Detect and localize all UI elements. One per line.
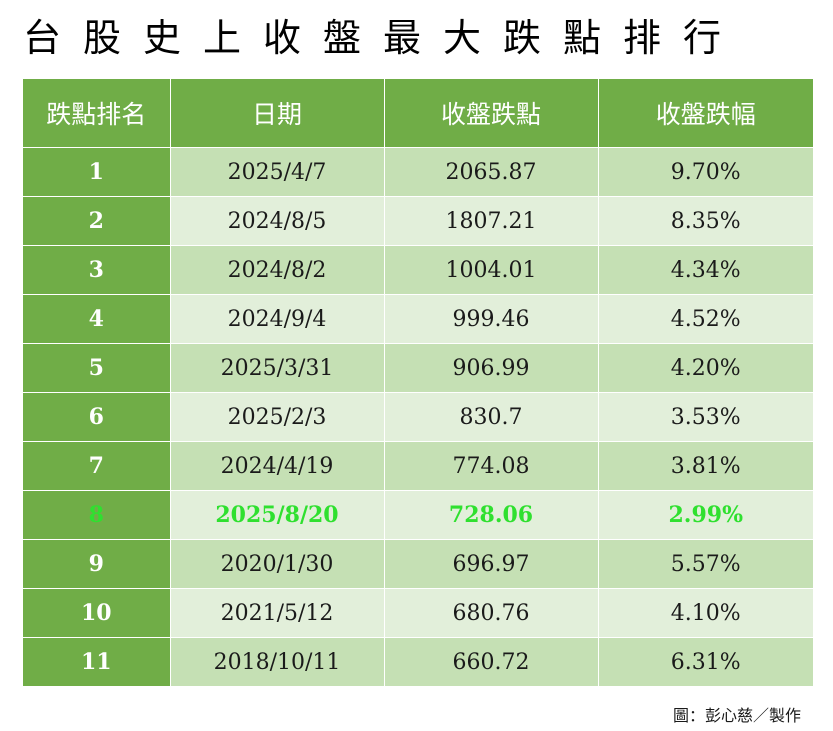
table-row: 2 2024/8/5 1807.21 8.35% bbox=[23, 196, 813, 246]
points-cell: 1807.21 bbox=[384, 196, 599, 246]
date-cell: 2024/8/5 bbox=[170, 196, 385, 246]
date-cell: 2021/5/12 bbox=[170, 588, 385, 638]
percent-cell: 2.99% bbox=[598, 490, 813, 540]
percent-cell: 4.20% bbox=[598, 343, 813, 393]
date-cell: 2025/4/7 bbox=[170, 147, 385, 197]
date-cell: 2018/10/11 bbox=[170, 637, 385, 687]
table-row: 1 2025/4/7 2065.87 9.70% bbox=[23, 147, 813, 197]
table-row: 4 2024/9/4 999.46 4.52% bbox=[23, 294, 813, 344]
rank-cell: 5 bbox=[23, 343, 171, 393]
date-cell: 2025/2/3 bbox=[170, 392, 385, 442]
column-header-date: 日期 bbox=[170, 79, 385, 148]
points-cell: 680.76 bbox=[384, 588, 599, 638]
rank-cell: 7 bbox=[23, 441, 171, 491]
table-row: 7 2024/4/19 774.08 3.81% bbox=[23, 441, 813, 491]
column-header-rank: 跌點排名 bbox=[23, 79, 171, 148]
date-cell: 2024/9/4 bbox=[170, 294, 385, 344]
rank-cell: 11 bbox=[23, 637, 171, 687]
date-cell: 2024/8/2 bbox=[170, 245, 385, 295]
rank-cell: 6 bbox=[23, 392, 171, 442]
table-row: 6 2025/2/3 830.7 3.53% bbox=[23, 392, 813, 442]
percent-cell: 3.53% bbox=[598, 392, 813, 442]
points-cell: 1004.01 bbox=[384, 245, 599, 295]
table-row: 8 2025/8/20 728.06 2.99% bbox=[23, 490, 813, 540]
percent-cell: 8.35% bbox=[598, 196, 813, 246]
points-cell: 906.99 bbox=[384, 343, 599, 393]
percent-cell: 4.10% bbox=[598, 588, 813, 638]
rank-cell: 2 bbox=[23, 196, 171, 246]
date-cell: 2024/4/19 bbox=[170, 441, 385, 491]
table-header-row: 跌點排名 日期 收盤跌點 收盤跌幅 bbox=[23, 79, 813, 148]
rank-cell: 8 bbox=[23, 490, 171, 540]
percent-cell: 3.81% bbox=[598, 441, 813, 491]
points-cell: 830.7 bbox=[384, 392, 599, 442]
image-credit: 圖：彭心慈／製作 bbox=[672, 706, 801, 725]
points-cell: 2065.87 bbox=[384, 147, 599, 197]
table-body: 1 2025/4/7 2065.87 9.70% 2 2024/8/5 1807.21 8.3… bbox=[23, 147, 813, 687]
points-cell: 728.06 bbox=[384, 490, 599, 540]
table-row: 9 2020/1/30 696.97 5.57% bbox=[23, 539, 813, 589]
points-cell: 696.97 bbox=[384, 539, 599, 589]
rank-cell: 3 bbox=[23, 245, 171, 295]
ranking-table: 跌點排名 日期 收盤跌點 收盤跌幅 1 2025/4/7 2065.87 9.70% 2… bbox=[23, 79, 813, 687]
table-row: 11 2018/10/11 660.72 6.31% bbox=[23, 637, 813, 687]
rank-cell: 10 bbox=[23, 588, 171, 638]
page-title: 台股史上收盤最大跌點排行 bbox=[23, 16, 744, 60]
table-row: 3 2024/8/2 1004.01 4.34% bbox=[23, 245, 813, 295]
points-cell: 660.72 bbox=[384, 637, 599, 687]
column-header-points: 收盤跌點 bbox=[384, 79, 599, 148]
date-cell: 2025/8/20 bbox=[170, 490, 385, 540]
rank-cell: 4 bbox=[23, 294, 171, 344]
percent-cell: 5.57% bbox=[598, 539, 813, 589]
rank-cell: 1 bbox=[23, 147, 171, 197]
column-header-percent: 收盤跌幅 bbox=[598, 79, 813, 148]
table-row: 10 2021/5/12 680.76 4.10% bbox=[23, 588, 813, 638]
date-cell: 2020/1/30 bbox=[170, 539, 385, 589]
points-cell: 774.08 bbox=[384, 441, 599, 491]
table-row: 5 2025/3/31 906.99 4.20% bbox=[23, 343, 813, 393]
percent-cell: 4.34% bbox=[598, 245, 813, 295]
rank-cell: 9 bbox=[23, 539, 171, 589]
percent-cell: 6.31% bbox=[598, 637, 813, 687]
percent-cell: 9.70% bbox=[598, 147, 813, 197]
percent-cell: 4.52% bbox=[598, 294, 813, 344]
date-cell: 2025/3/31 bbox=[170, 343, 385, 393]
points-cell: 999.46 bbox=[384, 294, 599, 344]
